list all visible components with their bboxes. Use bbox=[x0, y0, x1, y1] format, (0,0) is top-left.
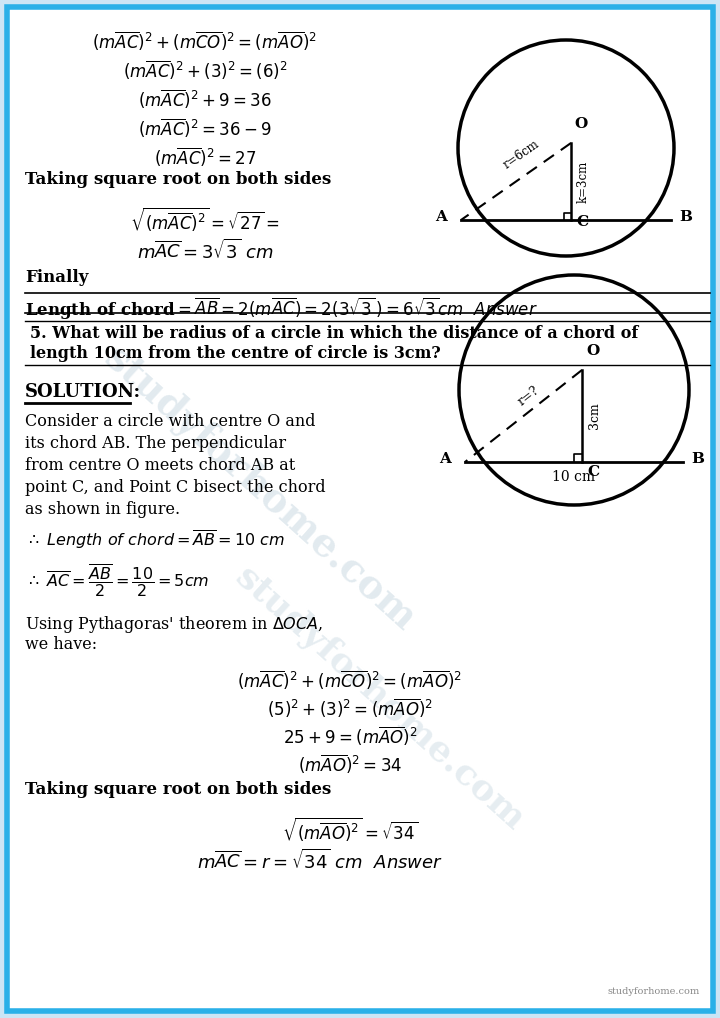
Text: 10 cm: 10 cm bbox=[552, 470, 595, 484]
Text: studyforhome.com: studyforhome.com bbox=[96, 338, 423, 638]
Text: O: O bbox=[586, 344, 599, 358]
Text: r=6cm: r=6cm bbox=[500, 137, 541, 171]
Text: $\sqrt{(m\overline{AO})^2} = \sqrt{34}$: $\sqrt{(m\overline{AO})^2} = \sqrt{34}$ bbox=[282, 816, 418, 844]
Text: studyforhome.com: studyforhome.com bbox=[228, 559, 531, 837]
Text: $(m\overline{AC})^2 + (3)^2 = (6)^2$: $(m\overline{AC})^2 + (3)^2 = (6)^2$ bbox=[122, 59, 287, 82]
Text: Finally: Finally bbox=[25, 269, 89, 286]
Text: we have:: we have: bbox=[25, 636, 97, 653]
Text: 5. What will be radius of a circle in which the distance of a chord of: 5. What will be radius of a circle in wh… bbox=[30, 325, 638, 342]
Text: $\therefore$ $\mathit{Length\ of\ chord} = \overline{AB} = 10\ cm$: $\therefore$ $\mathit{Length\ of\ chord}… bbox=[25, 528, 285, 551]
Text: length 10cm from the centre of circle is 3cm?: length 10cm from the centre of circle is… bbox=[30, 345, 441, 362]
Text: C: C bbox=[587, 465, 599, 479]
Text: its chord AB. The perpendicular: its chord AB. The perpendicular bbox=[25, 435, 286, 452]
Text: Using Pythagoras' theorem in $\Delta OCA$,: Using Pythagoras' theorem in $\Delta OCA… bbox=[25, 614, 323, 635]
Text: Taking square root on both sides: Taking square root on both sides bbox=[25, 781, 331, 798]
Text: O: O bbox=[574, 117, 588, 131]
Text: $m\overline{AC} = r = \sqrt{34}\ cm\ \ \mathit{Answer}$: $m\overline{AC} = r = \sqrt{34}\ cm\ \ \… bbox=[197, 849, 443, 873]
Text: $\sqrt{(m\overline{AC})^2} = \sqrt{27} =$: $\sqrt{(m\overline{AC})^2} = \sqrt{27} =… bbox=[130, 206, 280, 234]
Text: point C, and Point C bisect the chord: point C, and Point C bisect the chord bbox=[25, 479, 325, 496]
Text: B: B bbox=[679, 210, 692, 224]
Text: Length of chord$=\overline{AB} = 2(m\overline{AC}) = 2(3\sqrt{3}\,) = 6\sqrt{3}c: Length of chord$=\overline{AB} = 2(m\ove… bbox=[25, 295, 538, 321]
Text: Consider a circle with centre O and: Consider a circle with centre O and bbox=[25, 413, 315, 430]
Text: 3cm: 3cm bbox=[588, 403, 601, 430]
Text: r=?: r=? bbox=[516, 384, 541, 408]
Text: $(5)^2 + (3)^2 = (m\overline{AO})^2$: $(5)^2 + (3)^2 = (m\overline{AO})^2$ bbox=[267, 697, 433, 720]
Text: as shown in figure.: as shown in figure. bbox=[25, 501, 180, 518]
Text: k=3cm: k=3cm bbox=[577, 161, 590, 203]
Text: Taking square root on both sides: Taking square root on both sides bbox=[25, 171, 331, 188]
Text: from centre O meets chord AB at: from centre O meets chord AB at bbox=[25, 457, 295, 474]
Text: $(m\overline{AO})^2 = 34$: $(m\overline{AO})^2 = 34$ bbox=[298, 753, 402, 776]
Text: $(m\overline{AC})^2 = 36 - 9$: $(m\overline{AC})^2 = 36 - 9$ bbox=[138, 117, 271, 140]
Text: $(m\overline{AC})^2 = 27$: $(m\overline{AC})^2 = 27$ bbox=[154, 146, 256, 169]
Text: SOLUTION:: SOLUTION: bbox=[25, 383, 141, 401]
Text: A: A bbox=[439, 452, 451, 466]
Text: B: B bbox=[691, 452, 704, 466]
Text: A: A bbox=[435, 210, 447, 224]
Text: studyforhome.com: studyforhome.com bbox=[608, 987, 700, 996]
Text: $(m\overline{AC})^2 + 9 = 36$: $(m\overline{AC})^2 + 9 = 36$ bbox=[138, 88, 272, 111]
Text: $\therefore\ \overline{AC} = \dfrac{\overline{AB}}{2} = \dfrac{10}{2} = 5cm$: $\therefore\ \overline{AC} = \dfrac{\ove… bbox=[25, 562, 210, 599]
Text: C: C bbox=[576, 215, 588, 229]
Text: $(m\overline{AC})^2 + (m\overline{CO})^2 = (m\overline{AO})^2$: $(m\overline{AC})^2 + (m\overline{CO})^2… bbox=[238, 669, 462, 692]
Text: $(m\overline{AC})^2 + (m\overline{CO})^2 = (m\overline{AO})^2$: $(m\overline{AC})^2 + (m\overline{CO})^2… bbox=[92, 30, 318, 53]
Text: $m\overline{AC} = 3\sqrt{3}\ cm$: $m\overline{AC} = 3\sqrt{3}\ cm$ bbox=[137, 239, 273, 264]
Text: $25 + 9 = (m\overline{AO})^2$: $25 + 9 = (m\overline{AO})^2$ bbox=[283, 725, 418, 748]
